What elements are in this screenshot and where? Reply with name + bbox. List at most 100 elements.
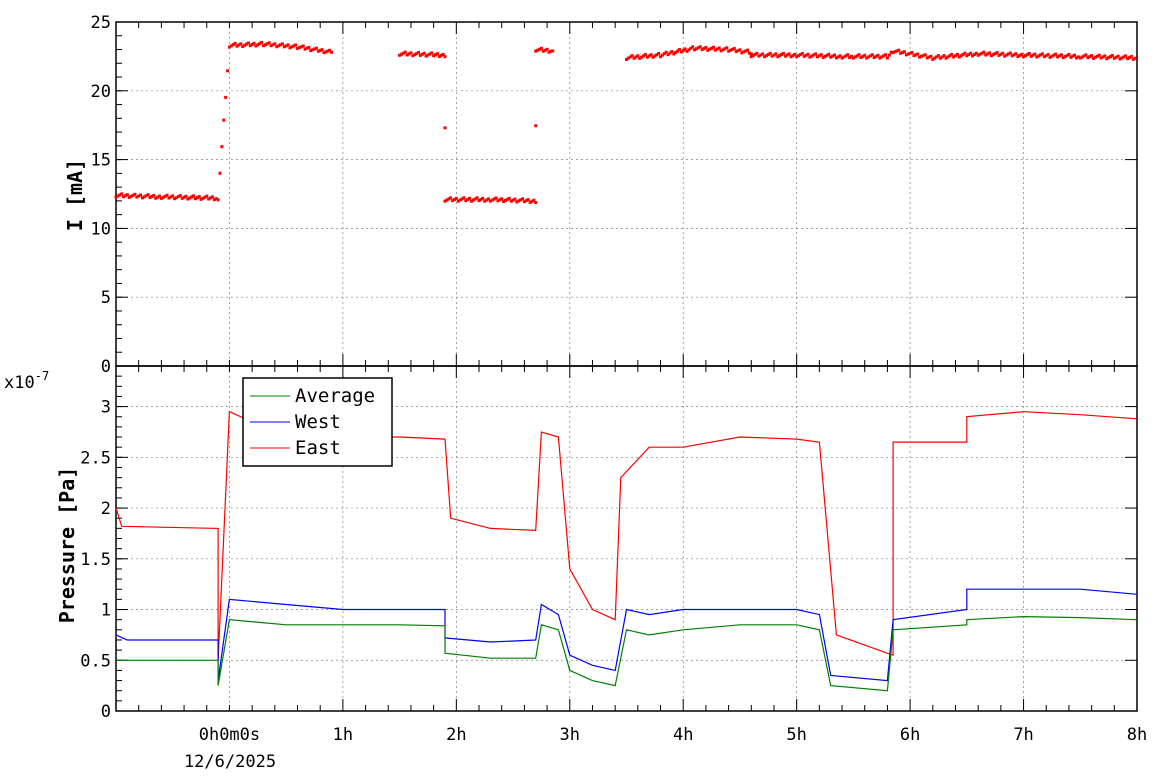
current-point [664,50,668,54]
current-point [305,46,309,50]
current-point [728,48,732,52]
pressure-exponent-label: x10-7 [4,369,49,393]
current-point [142,195,146,199]
current-point [176,195,180,199]
current-point [263,43,267,47]
current-point [235,44,239,48]
current-point [897,48,901,52]
current-point [169,195,173,199]
current-point [942,54,946,58]
current-point [919,54,923,58]
current-point [445,198,449,202]
current-point [441,52,445,56]
current-point [734,50,738,54]
current-point [946,55,950,59]
current-point [1052,53,1056,57]
current-point [1006,52,1010,56]
current-point [517,199,521,203]
current-point [1008,51,1012,55]
current-point [307,46,311,50]
current-point [842,55,846,59]
pressure-ytick-label: 0 [101,702,111,722]
current-point [473,197,477,201]
current-point [851,56,855,60]
pressure-ytick-label: 1 [101,601,111,621]
current-point [802,54,806,58]
current-point [1131,57,1135,61]
current-point [299,45,303,49]
current-point [471,198,475,202]
current-point [144,194,148,198]
current-point [1057,54,1061,58]
current-point [157,194,161,198]
current-point [452,198,456,202]
current-point [923,53,927,57]
current-point [776,55,780,59]
current-point [475,196,479,200]
current-point [815,55,819,59]
current-point [657,52,661,56]
current-point [676,49,680,53]
current-point [1054,52,1058,56]
current-point [666,53,670,57]
pressure-panel: 0 0.5 1 1.5 2 2.5 3 [80,365,1138,722]
current-point [704,46,708,50]
current-point [670,50,674,54]
current-point [528,200,532,204]
current-point [258,42,262,46]
current-point [935,55,939,59]
current-point [534,49,538,53]
current-point [1103,54,1107,58]
current-point [409,51,413,55]
x-tick-label: 7h [1013,725,1033,745]
current-point [961,52,965,56]
current-point [451,199,455,203]
current-point [486,197,490,201]
current-ytick-label: 25 [91,13,111,33]
current-point [218,171,222,175]
current-point [515,200,519,204]
current-point [430,51,434,55]
current-point [488,199,492,203]
current-point [1020,52,1024,56]
current-point [203,195,207,199]
current-point [1067,52,1071,56]
current-point [1112,56,1116,60]
current-point [282,45,286,49]
current-point [500,197,504,201]
pressure-y-axis-label: Pressure [Pa] [55,467,79,624]
current-point [178,194,182,198]
current-point [770,54,774,58]
current-point [432,54,436,58]
current-point [1037,54,1041,58]
current-point [861,54,865,58]
current-point [311,48,315,52]
current-point [505,197,509,201]
current-point [780,52,784,56]
current-point [766,52,770,56]
current-point [781,51,785,55]
current-point [1071,54,1075,58]
current-point [715,47,719,51]
legend-average-label: Average [295,385,375,407]
current-point [246,41,250,45]
current-point [417,51,421,55]
current-point [322,51,326,55]
current-point [538,47,542,51]
current-point [1063,55,1067,59]
current-point [199,197,203,201]
current-point [812,53,816,57]
current-point [521,197,525,201]
current-point [330,50,334,54]
current-point [201,196,205,200]
current-point [1076,55,1080,59]
x-tick-label: 0h0m0s [199,725,260,745]
current-point [1116,54,1120,58]
current-point [969,51,973,55]
current-point [689,46,693,50]
current-point [129,194,133,198]
current-point [702,47,706,51]
current-point [749,52,753,56]
current-point [997,53,1001,57]
current-point [1074,56,1078,60]
